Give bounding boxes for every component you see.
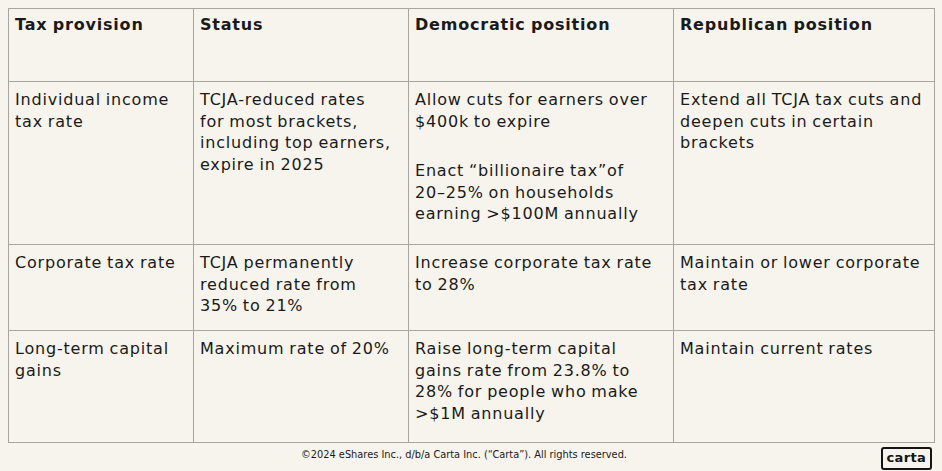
democratic-paragraph: Allow cuts for earners over $400k to exp… [415,89,669,132]
copyright-notice: ©2024 eShares Inc., d/b/a Carta Inc. (“C… [0,449,935,460]
tax-policy-table: Tax provision Status Democratic position… [8,8,935,443]
cell-democratic: Increase corporate tax rate to 28% [409,245,674,331]
column-header-status: Status [194,9,409,82]
cell-republican: Extend all TCJA tax cuts and deepen cuts… [674,82,935,245]
cell-provision: Long-term capital gains [9,331,194,443]
democratic-paragraph: Enact “billionaire tax”of 20–25% on hous… [415,160,669,225]
cell-status: Maximum rate of 20% [194,331,409,443]
table-row: Long-term capital gains Maximum rate of … [9,331,935,443]
cell-democratic: Raise long-term capital gains rate from … [409,331,674,443]
cell-provision: Corporate tax rate [9,245,194,331]
cell-republican: Maintain current rates [674,331,935,443]
column-header-democratic-position: Democratic position [409,9,674,82]
column-header-tax-provision: Tax provision [9,9,194,82]
cell-status: TCJA-reduced rates for most brackets, in… [194,82,409,245]
table-row: Corporate tax rate TCJA permanently redu… [9,245,935,331]
carta-logo: carta [881,447,932,470]
column-header-republican-position: Republican position [674,9,935,82]
cell-republican: Maintain or lower corporate tax rate [674,245,935,331]
cell-democratic: Allow cuts for earners over $400k to exp… [409,82,674,245]
table-row: Individual income tax rate TCJA-reduced … [9,82,935,245]
cell-provision: Individual income tax rate [9,82,194,245]
cell-status: TCJA permanently reduced rate from 35% t… [194,245,409,331]
